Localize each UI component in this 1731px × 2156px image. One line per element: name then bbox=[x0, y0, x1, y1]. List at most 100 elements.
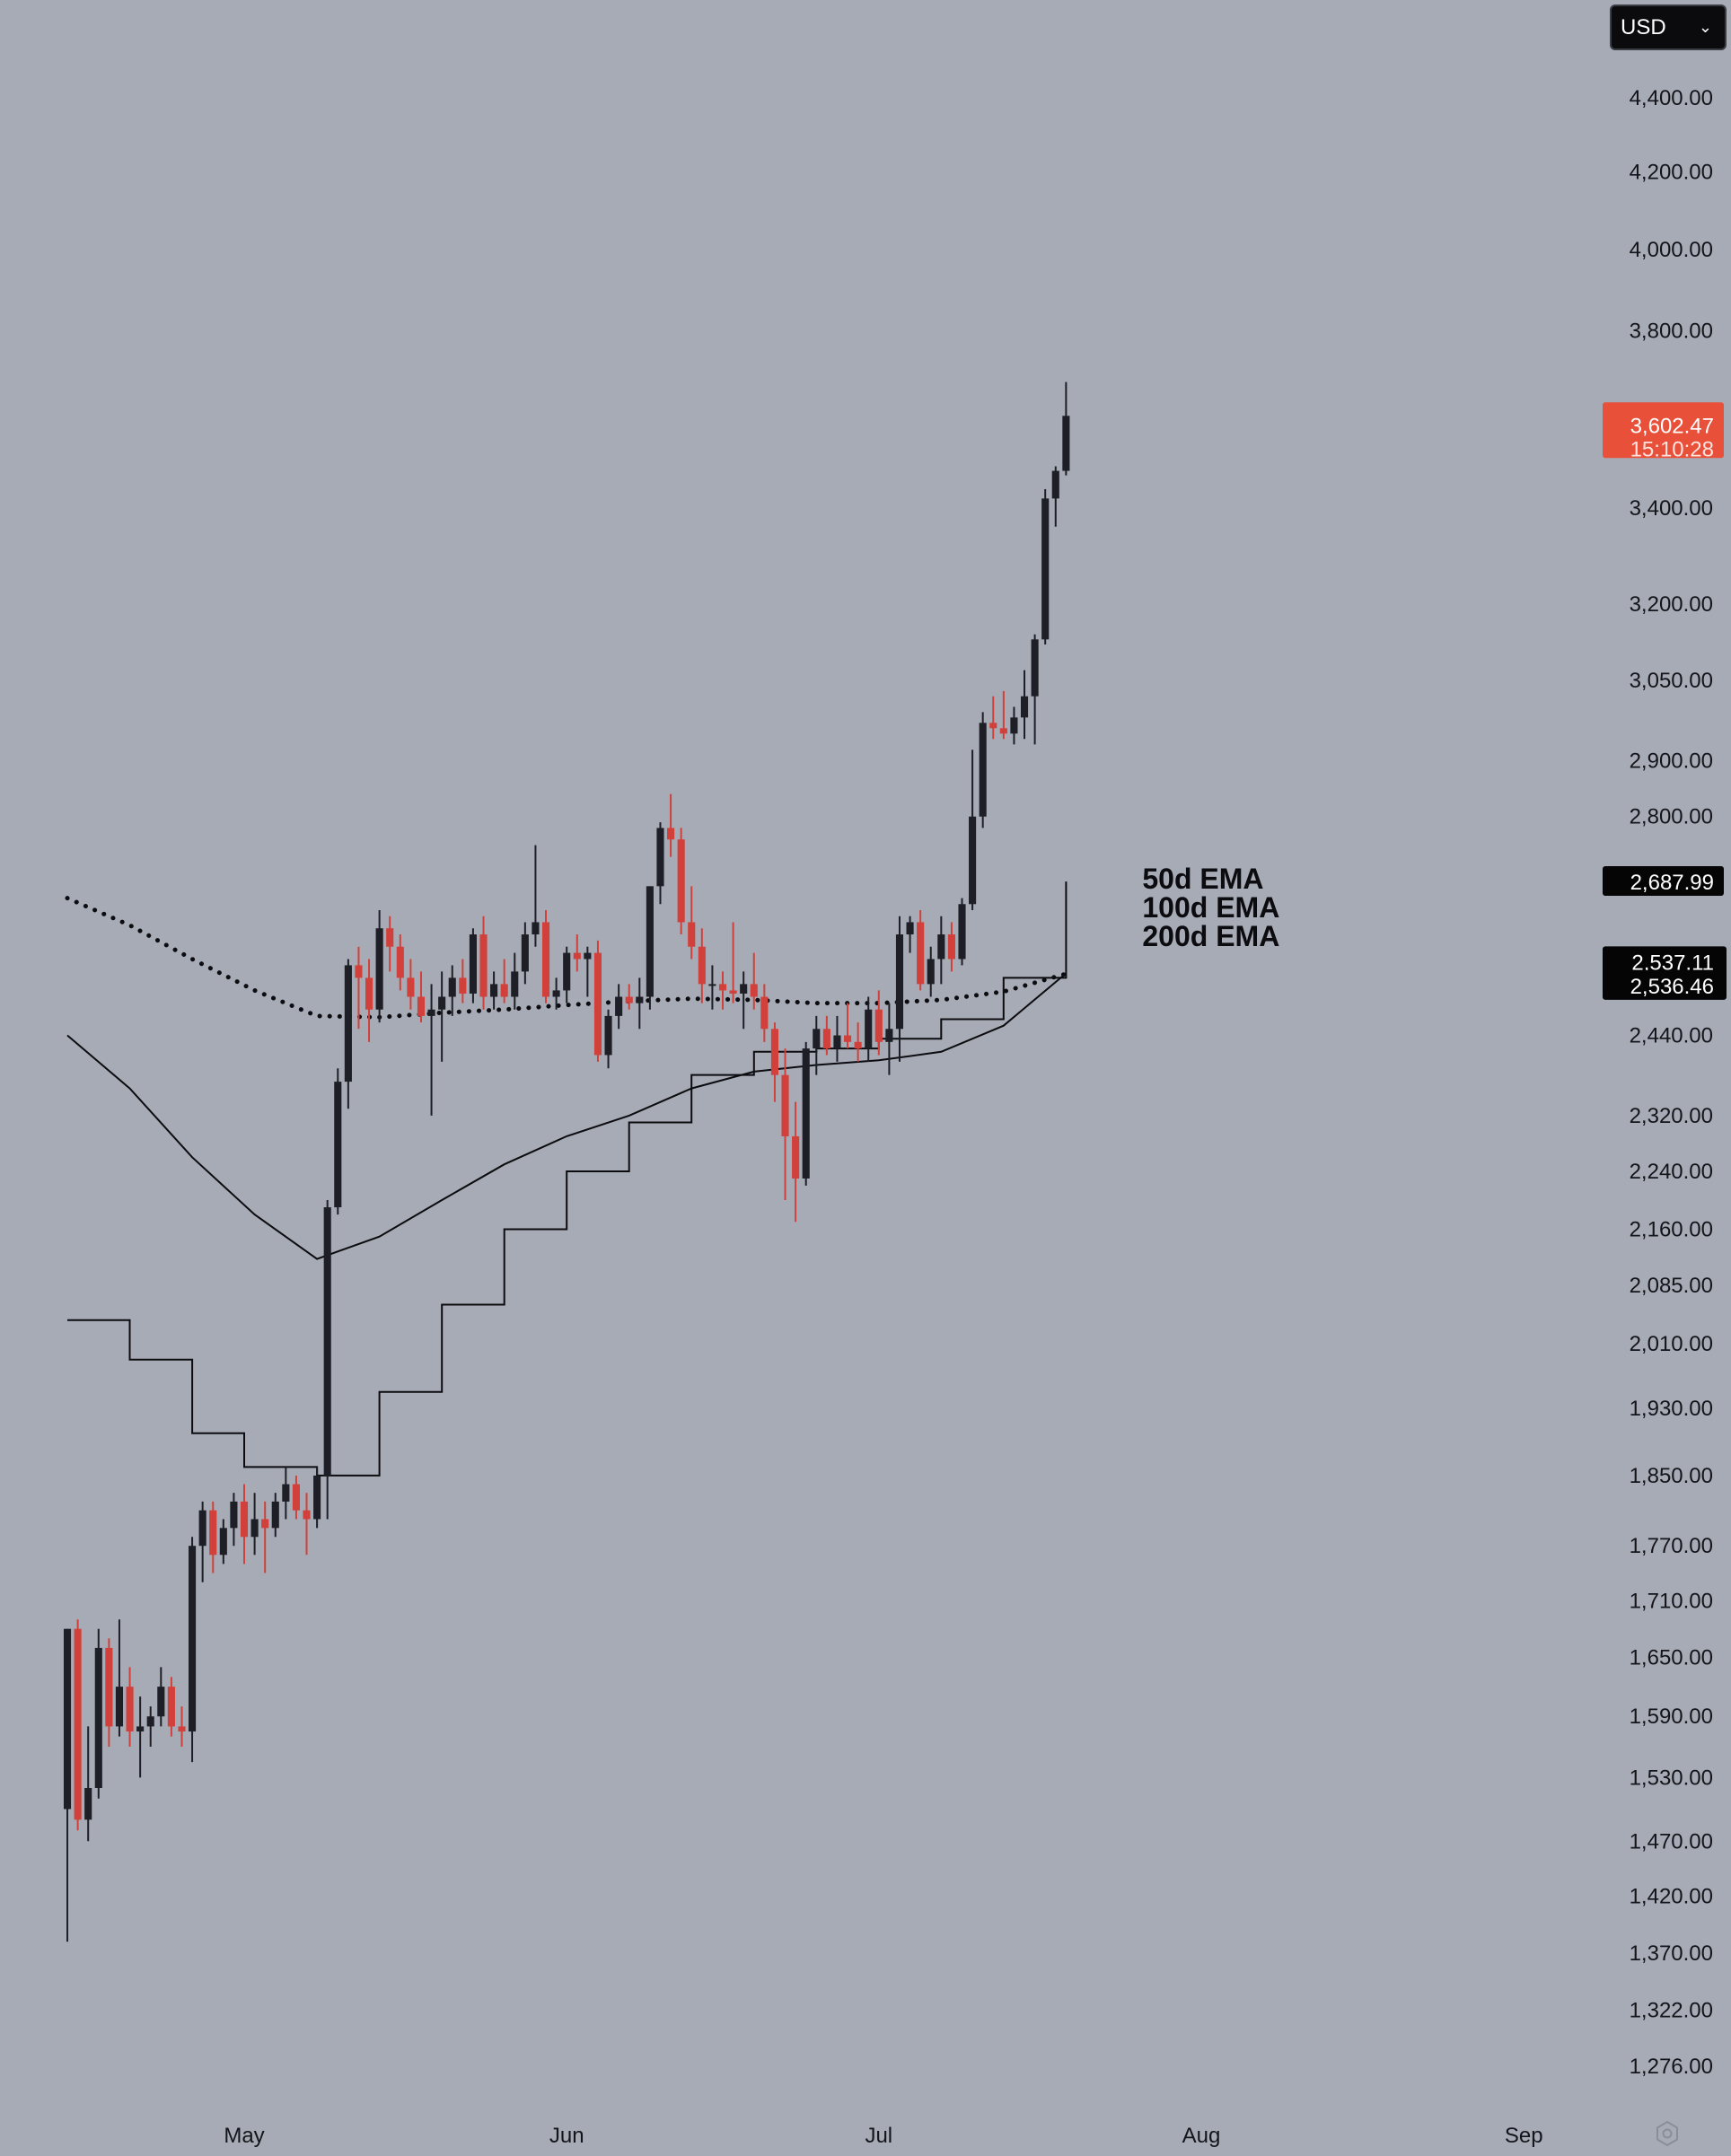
candle bbox=[1041, 489, 1050, 645]
candle-body bbox=[1041, 498, 1050, 640]
candle-body bbox=[698, 946, 706, 985]
candle-body bbox=[271, 1501, 279, 1529]
candle-body bbox=[355, 965, 363, 978]
candle bbox=[906, 916, 914, 953]
candle bbox=[895, 916, 904, 1062]
candle bbox=[584, 946, 592, 997]
price-tick-label: 1,590.00 bbox=[1630, 1705, 1713, 1729]
candle-body bbox=[822, 1029, 830, 1049]
price-tick-label: 1,530.00 bbox=[1630, 1766, 1713, 1790]
candle-body bbox=[656, 828, 664, 887]
candle-body bbox=[646, 886, 654, 997]
candle bbox=[1062, 381, 1070, 476]
candle-body bbox=[459, 977, 467, 994]
price-tick-label: 2,010.00 bbox=[1630, 1332, 1713, 1356]
last-price-value: 3,602.47 bbox=[1630, 414, 1714, 438]
candle-body bbox=[74, 1628, 82, 1820]
candle-body bbox=[584, 952, 592, 960]
time-tick-label: May bbox=[224, 2124, 264, 2148]
candle-body bbox=[136, 1726, 145, 1732]
candle-body bbox=[479, 934, 488, 997]
candle-body bbox=[198, 1510, 206, 1547]
candle bbox=[636, 977, 644, 1030]
price-tick-label: 4,000.00 bbox=[1630, 238, 1713, 262]
candle-body bbox=[427, 1009, 435, 1016]
candle-body bbox=[865, 1009, 873, 1049]
candle bbox=[282, 1467, 290, 1520]
candle-body bbox=[906, 922, 914, 935]
candle bbox=[407, 959, 415, 1010]
candle bbox=[781, 1048, 789, 1200]
candle bbox=[552, 977, 560, 1010]
candle-body bbox=[927, 959, 935, 985]
candle bbox=[136, 1696, 145, 1778]
candles bbox=[63, 381, 1070, 1942]
candle-body bbox=[396, 946, 404, 978]
price-axis[interactable]: 4,400.00 4,200.00 4,000.00 3,800.00 3,400.00… bbox=[1630, 86, 1713, 2079]
candle bbox=[386, 916, 394, 972]
candle-body bbox=[105, 1647, 113, 1727]
candle bbox=[240, 1484, 249, 1564]
candle-body bbox=[999, 728, 1007, 734]
price-tick-label: 3,200.00 bbox=[1630, 592, 1713, 617]
price-tick-label: 2,085.00 bbox=[1630, 1274, 1713, 1298]
candle bbox=[917, 909, 925, 991]
candle-body bbox=[677, 839, 685, 923]
candle-body bbox=[375, 928, 383, 1010]
candle-body bbox=[593, 952, 602, 1056]
candle bbox=[802, 1041, 810, 1186]
candle-body bbox=[969, 816, 977, 905]
candle bbox=[625, 984, 633, 1010]
candle bbox=[521, 922, 529, 985]
candle-body bbox=[84, 1788, 92, 1820]
price-tick-label: 1,470.00 bbox=[1630, 1829, 1713, 1854]
candle-body bbox=[115, 1687, 124, 1727]
candle-body bbox=[250, 1519, 259, 1538]
candle-body bbox=[1020, 696, 1029, 718]
candle bbox=[261, 1501, 269, 1573]
candle bbox=[708, 965, 716, 1010]
price-tick-label: 1,710.00 bbox=[1630, 1589, 1713, 1613]
candle-body bbox=[230, 1501, 238, 1529]
candle-body bbox=[552, 990, 560, 997]
candle-body bbox=[667, 828, 675, 840]
candle bbox=[833, 1015, 841, 1062]
price-tick-label: 1,322.00 bbox=[1630, 1998, 1713, 2022]
time-tick-label: Sep bbox=[1505, 2124, 1543, 2148]
candle-body bbox=[563, 952, 571, 991]
settings-icon[interactable] bbox=[1654, 2120, 1681, 2147]
candle bbox=[94, 1628, 102, 1799]
price-tick-label: 1,850.00 bbox=[1630, 1464, 1713, 1488]
candle bbox=[303, 1493, 311, 1556]
price-tick-label: 1,930.00 bbox=[1630, 1397, 1713, 1421]
price-tick-label: 3,400.00 bbox=[1630, 496, 1713, 521]
candle-body bbox=[146, 1716, 154, 1727]
candle-body bbox=[1010, 717, 1018, 734]
candle bbox=[989, 696, 997, 740]
candle bbox=[667, 793, 675, 857]
candle-body bbox=[1062, 416, 1070, 471]
candle-body bbox=[438, 996, 446, 1010]
candle bbox=[698, 928, 706, 1004]
price-tick-label: 2,240.00 bbox=[1630, 1160, 1713, 1184]
candle bbox=[770, 1022, 778, 1102]
candle bbox=[375, 909, 383, 1023]
candle bbox=[604, 1009, 612, 1069]
candle bbox=[573, 934, 581, 972]
candle bbox=[874, 990, 883, 1056]
candle-body bbox=[490, 984, 498, 997]
time-axis[interactable]: May Jun Jul Aug Sep bbox=[224, 2124, 1542, 2148]
candle-body bbox=[178, 1726, 186, 1732]
ema-legend-label: 200d EMA bbox=[1142, 920, 1279, 952]
currency-select-button[interactable]: USD ⌄ bbox=[1610, 4, 1727, 50]
countdown-timer: 15:10:28 bbox=[1630, 437, 1714, 461]
candle-body bbox=[1051, 470, 1059, 499]
candle-body bbox=[219, 1528, 227, 1556]
candle bbox=[105, 1638, 113, 1747]
candle-body bbox=[573, 952, 581, 960]
candle bbox=[427, 984, 435, 1116]
candle bbox=[209, 1501, 217, 1573]
candle-body bbox=[541, 922, 550, 997]
